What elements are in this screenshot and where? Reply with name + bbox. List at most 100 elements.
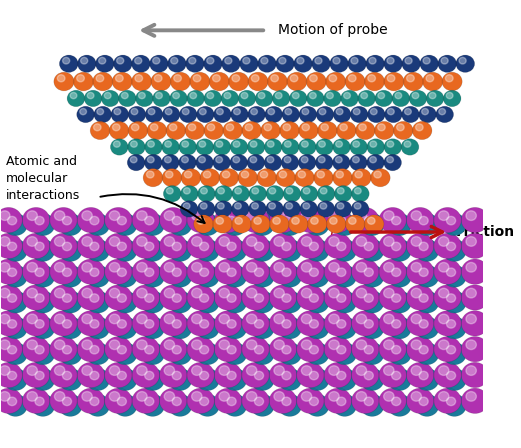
Circle shape xyxy=(85,213,110,236)
Circle shape xyxy=(364,216,374,225)
Circle shape xyxy=(251,108,257,115)
Circle shape xyxy=(200,108,206,115)
Circle shape xyxy=(145,106,163,123)
Text: Atomic and
molecular
interactions: Atomic and molecular interactions xyxy=(6,155,80,202)
Circle shape xyxy=(461,233,489,258)
Circle shape xyxy=(223,239,247,262)
Circle shape xyxy=(254,397,264,405)
Circle shape xyxy=(305,368,329,391)
Circle shape xyxy=(242,121,262,140)
Circle shape xyxy=(324,285,352,310)
Circle shape xyxy=(145,371,154,380)
Circle shape xyxy=(113,265,137,287)
Circle shape xyxy=(128,139,145,155)
Circle shape xyxy=(274,366,284,375)
Circle shape xyxy=(278,213,302,236)
Circle shape xyxy=(383,263,394,272)
Circle shape xyxy=(269,233,296,258)
Circle shape xyxy=(324,362,352,388)
Circle shape xyxy=(311,217,318,224)
Circle shape xyxy=(412,121,432,140)
Circle shape xyxy=(164,211,175,220)
Circle shape xyxy=(111,106,129,123)
Circle shape xyxy=(137,392,147,401)
Circle shape xyxy=(254,217,262,224)
Circle shape xyxy=(217,203,224,209)
Circle shape xyxy=(309,242,318,251)
Circle shape xyxy=(411,392,421,401)
Circle shape xyxy=(307,215,327,233)
Circle shape xyxy=(77,336,105,362)
Circle shape xyxy=(172,268,181,276)
Circle shape xyxy=(207,92,214,99)
Circle shape xyxy=(375,121,394,140)
Circle shape xyxy=(317,185,335,202)
Circle shape xyxy=(58,291,82,313)
Circle shape xyxy=(446,216,456,225)
Circle shape xyxy=(58,342,82,365)
Circle shape xyxy=(329,314,339,324)
Circle shape xyxy=(247,106,266,123)
Circle shape xyxy=(114,55,132,73)
Circle shape xyxy=(82,211,92,220)
Circle shape xyxy=(438,55,456,73)
Circle shape xyxy=(302,124,309,131)
Circle shape xyxy=(349,217,356,224)
Circle shape xyxy=(375,90,393,107)
Circle shape xyxy=(250,213,275,236)
Circle shape xyxy=(439,237,449,246)
Circle shape xyxy=(252,203,258,209)
Circle shape xyxy=(332,213,357,236)
Circle shape xyxy=(85,239,110,262)
Circle shape xyxy=(127,154,145,171)
Circle shape xyxy=(137,237,147,246)
Circle shape xyxy=(131,55,150,73)
Circle shape xyxy=(249,201,266,217)
Circle shape xyxy=(442,265,466,287)
Circle shape xyxy=(4,342,28,365)
Circle shape xyxy=(415,317,439,339)
Circle shape xyxy=(195,342,219,365)
Circle shape xyxy=(137,288,147,298)
Circle shape xyxy=(296,233,324,258)
Circle shape xyxy=(415,291,439,313)
Circle shape xyxy=(439,340,449,349)
Circle shape xyxy=(207,57,214,64)
Circle shape xyxy=(246,340,257,349)
Circle shape xyxy=(179,106,197,123)
Circle shape xyxy=(269,259,296,284)
Circle shape xyxy=(219,288,229,298)
Circle shape xyxy=(329,288,339,298)
Circle shape xyxy=(466,211,476,220)
Circle shape xyxy=(234,203,241,209)
Circle shape xyxy=(442,213,466,236)
Circle shape xyxy=(63,294,71,302)
Circle shape xyxy=(332,394,357,417)
Circle shape xyxy=(112,72,132,91)
Circle shape xyxy=(54,72,74,91)
Circle shape xyxy=(219,392,229,401)
Circle shape xyxy=(305,317,329,339)
Circle shape xyxy=(224,92,231,99)
Circle shape xyxy=(350,154,367,171)
Circle shape xyxy=(93,72,113,91)
Circle shape xyxy=(282,397,291,405)
Circle shape xyxy=(317,201,335,217)
Circle shape xyxy=(168,55,187,73)
Circle shape xyxy=(296,336,324,362)
Circle shape xyxy=(166,121,185,140)
Circle shape xyxy=(54,314,65,324)
Circle shape xyxy=(405,57,412,64)
Circle shape xyxy=(276,55,294,73)
Circle shape xyxy=(360,213,384,236)
Circle shape xyxy=(301,314,312,324)
Circle shape xyxy=(356,392,367,401)
Circle shape xyxy=(134,57,142,64)
Circle shape xyxy=(287,72,307,91)
Circle shape xyxy=(345,72,365,91)
Circle shape xyxy=(388,265,412,287)
Circle shape xyxy=(77,207,105,233)
Circle shape xyxy=(250,265,275,287)
Circle shape xyxy=(214,336,242,362)
Circle shape xyxy=(419,397,428,405)
